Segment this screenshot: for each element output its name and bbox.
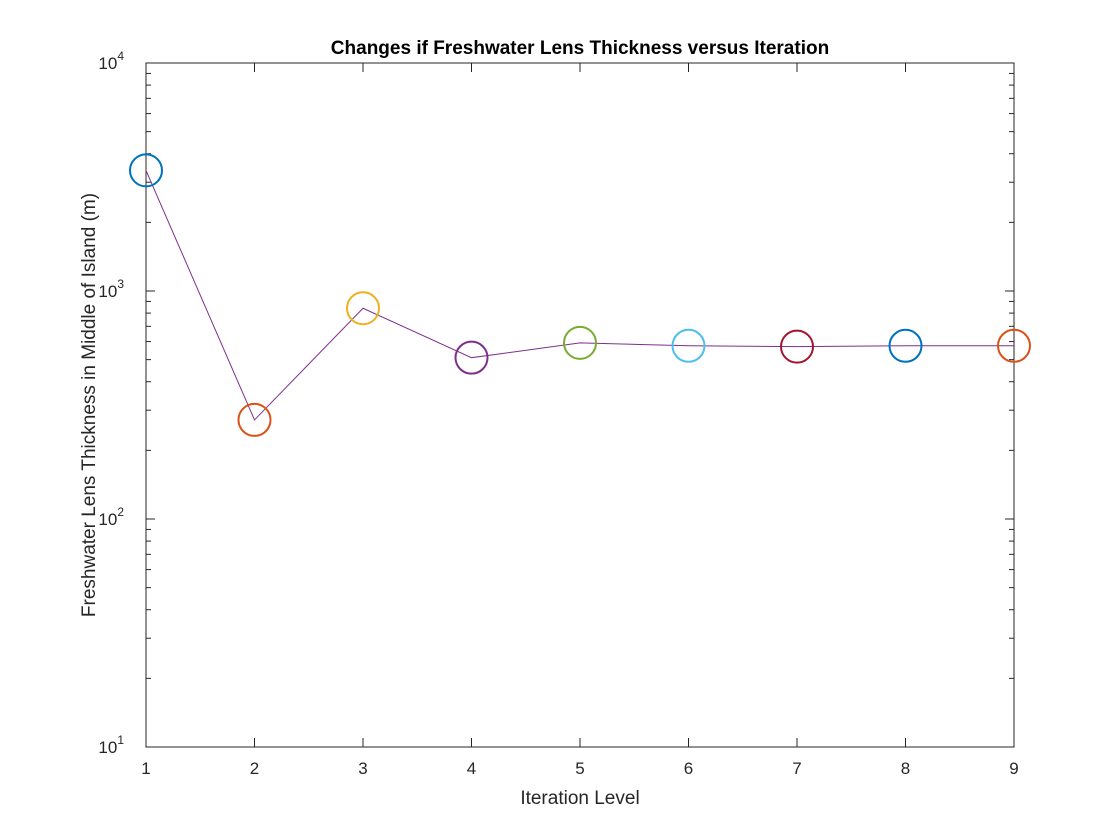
y-tick-label: 103 bbox=[98, 277, 124, 301]
chart-title: Changes if Freshwater Lens Thickness ver… bbox=[331, 38, 829, 59]
x-tick-label: 7 bbox=[792, 759, 801, 778]
data-point-marker bbox=[454, 340, 489, 375]
x-tick-label: 6 bbox=[684, 759, 693, 778]
x-tick-label: 4 bbox=[467, 759, 476, 778]
data-point-marker bbox=[888, 328, 923, 363]
y-tick-label-exponent: 2 bbox=[117, 505, 124, 519]
y-tick-label-base: 10 bbox=[98, 738, 117, 757]
data-point-marker bbox=[346, 291, 380, 326]
y-tick-label: 102 bbox=[98, 505, 124, 529]
data-point-marker bbox=[780, 329, 814, 364]
data-point-marker bbox=[129, 153, 163, 188]
y-tick-label-exponent: 4 bbox=[117, 49, 124, 63]
x-tick-label: 3 bbox=[358, 759, 367, 778]
y-tick-label: 101 bbox=[98, 733, 124, 757]
x-tick-label: 8 bbox=[901, 759, 910, 778]
data-point-marker bbox=[563, 325, 597, 360]
y-tick-label-base: 10 bbox=[98, 282, 117, 301]
y-tick-label-base: 10 bbox=[98, 54, 117, 73]
x-tick-label: 9 bbox=[1009, 759, 1018, 778]
y-tick-label-exponent: 3 bbox=[117, 277, 124, 291]
data-point-marker bbox=[237, 402, 272, 437]
y-tick-label: 104 bbox=[98, 49, 124, 73]
series-line bbox=[145, 170, 1014, 421]
x-tick-label: 1 bbox=[141, 759, 150, 778]
x-axis-label: Iteration Level bbox=[520, 788, 639, 809]
data-point-marker bbox=[671, 328, 706, 363]
x-tick-label: 5 bbox=[575, 759, 584, 778]
x-tick-label: 2 bbox=[250, 759, 259, 778]
y-tick-label-exponent: 1 bbox=[117, 733, 124, 747]
y-axis-label: Freshwater Lens Thickness in Middle of I… bbox=[79, 193, 100, 617]
data-point-marker bbox=[997, 328, 1031, 363]
y-tick-label-base: 10 bbox=[98, 510, 117, 529]
